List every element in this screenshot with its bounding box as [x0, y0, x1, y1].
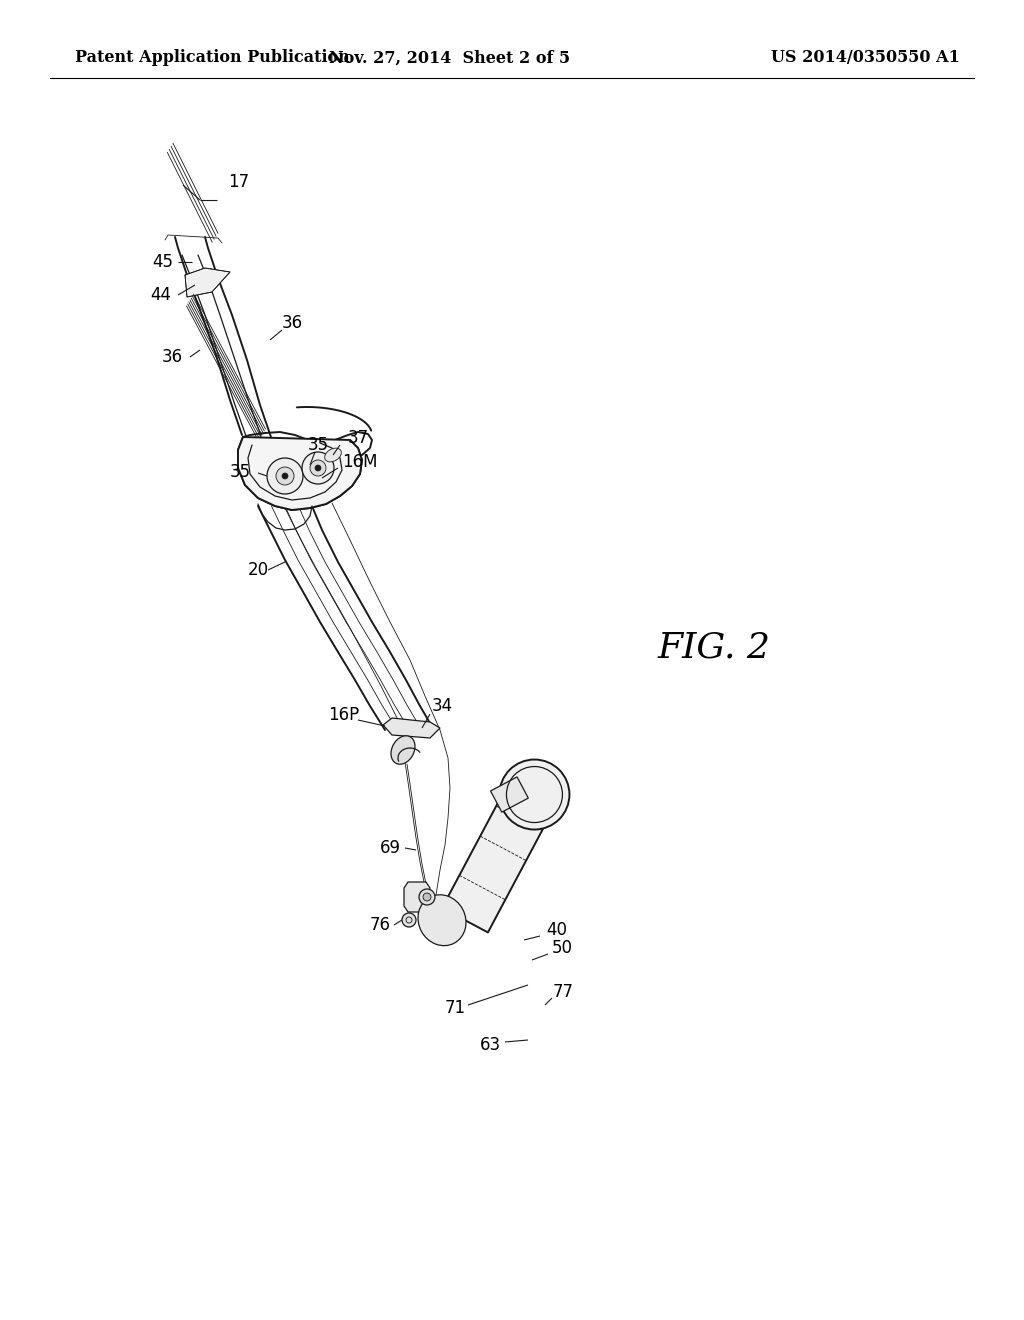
Circle shape — [310, 459, 326, 477]
Text: Patent Application Publication: Patent Application Publication — [75, 49, 350, 66]
Text: 16P: 16P — [328, 706, 359, 723]
Text: 35: 35 — [230, 463, 251, 480]
Circle shape — [302, 451, 334, 484]
Polygon shape — [404, 882, 430, 912]
Text: 71: 71 — [445, 999, 466, 1016]
Circle shape — [282, 473, 288, 479]
Text: 63: 63 — [480, 1036, 501, 1053]
Circle shape — [276, 467, 294, 484]
Text: 44: 44 — [150, 286, 171, 304]
Circle shape — [500, 759, 569, 829]
Polygon shape — [442, 777, 557, 932]
Text: Nov. 27, 2014  Sheet 2 of 5: Nov. 27, 2014 Sheet 2 of 5 — [330, 49, 570, 66]
Polygon shape — [185, 268, 230, 297]
Text: 36: 36 — [282, 314, 303, 333]
Polygon shape — [490, 777, 528, 812]
Text: FIG. 2: FIG. 2 — [658, 631, 771, 665]
Ellipse shape — [325, 447, 341, 462]
Text: 76: 76 — [370, 916, 391, 935]
Text: 50: 50 — [552, 939, 573, 957]
Ellipse shape — [391, 735, 415, 764]
Text: 40: 40 — [546, 921, 567, 939]
Ellipse shape — [418, 895, 466, 945]
Polygon shape — [238, 437, 362, 510]
Text: 36: 36 — [162, 348, 183, 366]
Text: 45: 45 — [152, 253, 173, 271]
Circle shape — [267, 458, 303, 494]
Circle shape — [423, 894, 431, 902]
Text: US 2014/0350550 A1: US 2014/0350550 A1 — [771, 49, 961, 66]
Polygon shape — [383, 718, 440, 738]
Text: 35: 35 — [308, 436, 329, 454]
Text: 20: 20 — [248, 561, 269, 579]
Circle shape — [315, 465, 321, 471]
Text: 69: 69 — [380, 840, 401, 857]
Text: 17: 17 — [228, 173, 249, 191]
Circle shape — [402, 913, 416, 927]
Text: 37: 37 — [348, 429, 369, 447]
Text: 16M: 16M — [342, 453, 378, 471]
Circle shape — [419, 888, 435, 906]
Text: 34: 34 — [432, 697, 454, 715]
Text: 77: 77 — [553, 983, 574, 1001]
